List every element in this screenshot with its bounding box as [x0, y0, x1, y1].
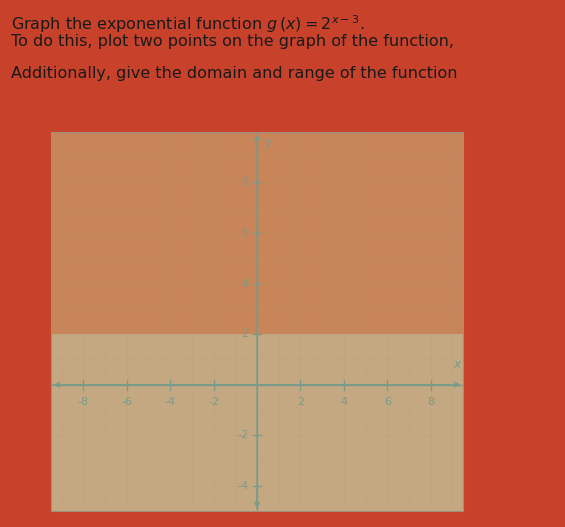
Text: 6: 6 [384, 397, 391, 407]
Text: 6: 6 [241, 228, 249, 238]
Text: -6: -6 [121, 397, 132, 407]
Text: -2: -2 [208, 397, 219, 407]
Text: 8: 8 [427, 397, 434, 407]
Text: To do this, plot two points on the graph of the function,: To do this, plot two points on the graph… [11, 34, 454, 49]
Text: -4: -4 [237, 481, 249, 491]
Text: -2: -2 [237, 431, 249, 440]
Text: Additionally, give the domain and range of the function: Additionally, give the domain and range … [11, 66, 458, 81]
Text: 2: 2 [241, 329, 249, 339]
Text: -8: -8 [78, 397, 89, 407]
Text: x: x [453, 358, 460, 371]
Text: 8: 8 [241, 178, 249, 187]
Text: Graph the exponential function $g\,(x) = 2^{x-3}$.: Graph the exponential function $g\,(x) =… [11, 13, 364, 35]
Text: 4: 4 [241, 279, 249, 288]
Text: 2: 2 [297, 397, 304, 407]
Text: y: y [264, 135, 272, 149]
Bar [51, 132, 463, 334]
Text: -4: -4 [164, 397, 176, 407]
Text: 4: 4 [340, 397, 347, 407]
